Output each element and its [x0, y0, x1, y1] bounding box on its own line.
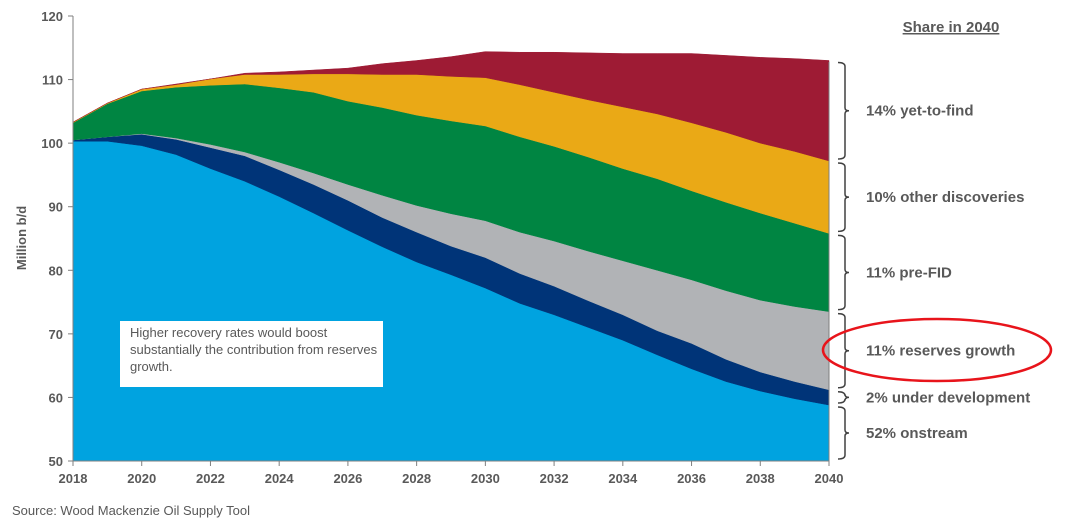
x-tick-label: 2018: [59, 471, 88, 486]
y-tick-label: 80: [49, 263, 63, 278]
annotation-box: Higher recovery rates would boost substa…: [120, 321, 383, 387]
y-tick-label: 50: [49, 454, 63, 469]
source-note: Source: Wood Mackenzie Oil Supply Tool: [12, 503, 250, 518]
share-label: 10% other discoveries: [866, 189, 1024, 206]
share-label: 52% onstream: [866, 425, 968, 442]
y-tick-label: 110: [42, 73, 63, 88]
y-tick-label: 100: [41, 136, 63, 151]
x-tick-label: 2028: [402, 471, 431, 486]
x-tick-label: 2022: [196, 471, 225, 486]
y-tick-label: 70: [49, 327, 63, 342]
x-tick-label: 2040: [815, 471, 844, 486]
share-label: 14% yet-to-find: [866, 103, 974, 120]
annotation-text: Higher recovery rates would boost substa…: [130, 325, 378, 374]
brace-pre-fid: [837, 234, 850, 311]
share-braces: 52% onstream 2% under development 11% rese…: [837, 61, 1030, 460]
brace-yet-to-find: [837, 61, 850, 160]
share-title: Share in 2040: [903, 19, 1000, 36]
y-tick-label: 60: [49, 390, 63, 405]
y-tick-label: 120: [41, 9, 63, 24]
brace-reserves-growth: [837, 312, 850, 389]
x-tick-label: 2038: [746, 471, 775, 486]
area-layers: [72, 51, 830, 462]
x-tick-label: 2026: [333, 471, 362, 486]
x-tick-label: 2024: [265, 471, 295, 486]
x-tick-label: 2036: [677, 471, 706, 486]
x-tick-label: 2032: [540, 471, 569, 486]
brace-other-discoveries: [837, 162, 850, 233]
brace-onstream: [837, 406, 850, 460]
share-label: 11% pre-FID: [866, 265, 952, 282]
share-label: 2% under development: [866, 389, 1030, 406]
axes: 50 60 70 80 90 100 110 120 2018 2020 2022 2024 2026 2…: [41, 9, 843, 486]
share-label: 11% reserves growth: [866, 343, 1015, 360]
y-axis-label: Million b/d: [14, 206, 29, 270]
x-tick-label: 2030: [471, 471, 500, 486]
x-tick-label: 2034: [608, 471, 638, 486]
y-tick-label: 90: [49, 200, 63, 215]
highlight-ellipse: [821, 317, 1053, 383]
brace-under-development: [837, 391, 850, 404]
x-tick-label: 2020: [127, 471, 156, 486]
